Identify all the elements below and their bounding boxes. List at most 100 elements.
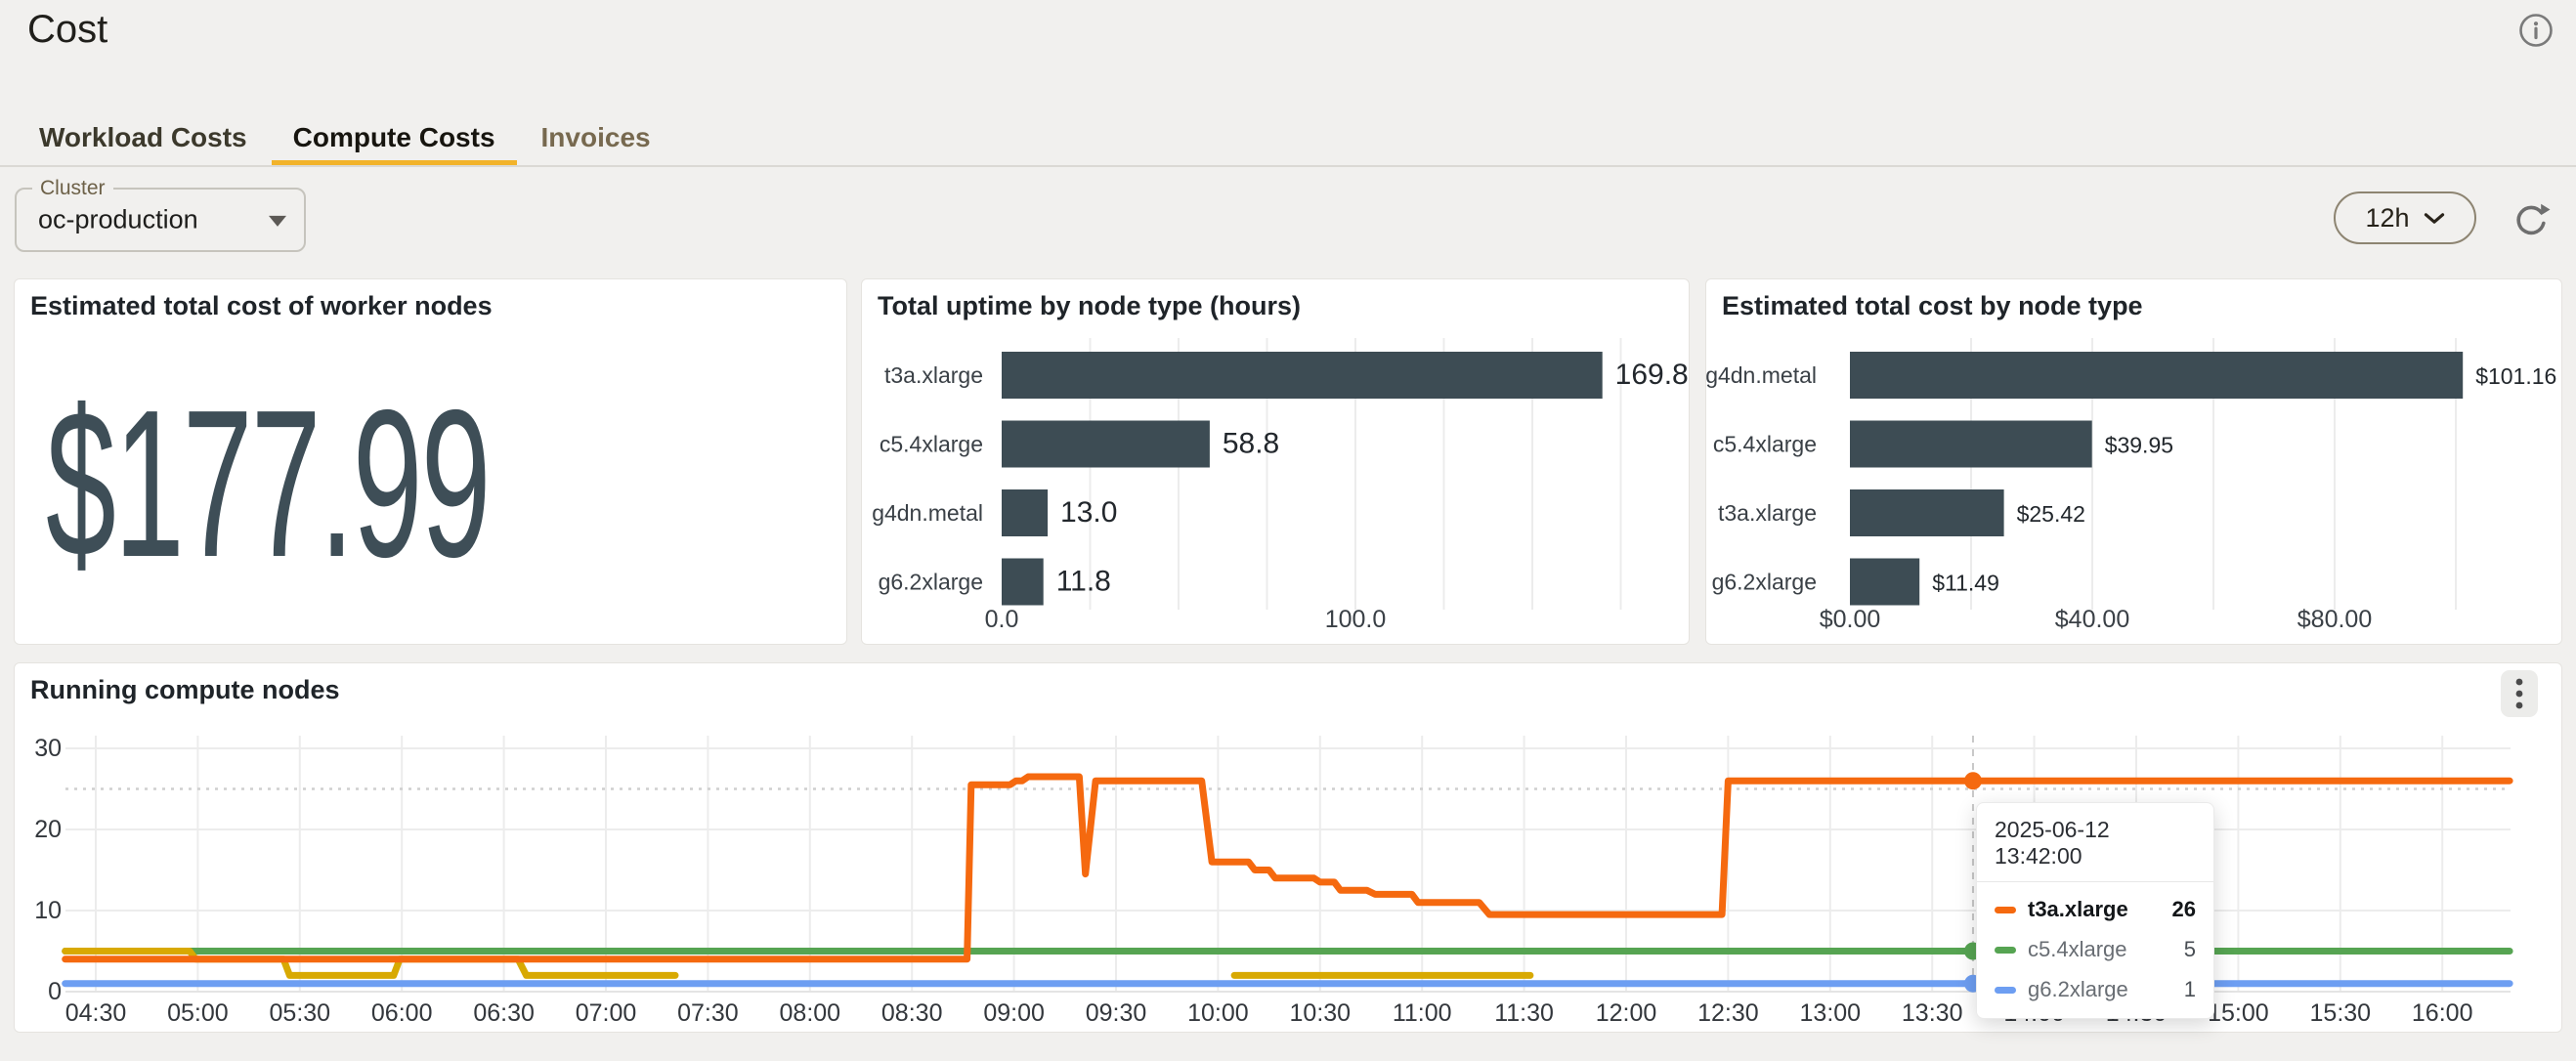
x-axis-tick-label: 16:00 — [2412, 999, 2473, 1027]
x-axis-tick-label: 12:30 — [1697, 999, 1759, 1027]
time-range-button[interactable]: 12h — [2334, 191, 2476, 244]
series-line-g4dn.metal — [62, 948, 679, 979]
y-axis-tick-label: 0 — [48, 978, 62, 1005]
bar-category-label: g4dn.metal — [1706, 362, 1817, 388]
x-axis-tick-label: 09:30 — [1086, 999, 1147, 1027]
refresh-button[interactable] — [2512, 200, 2551, 239]
bar-value-label: $39.95 — [2105, 433, 2173, 458]
tab-compute-costs[interactable]: Compute Costs — [271, 109, 517, 166]
series-line-t3a.xlarge — [62, 773, 2513, 963]
x-axis-tick-label: 12:00 — [1596, 999, 1657, 1027]
x-axis-tick-label: 06:30 — [473, 999, 535, 1027]
x-axis-tick-label: 13:30 — [1902, 999, 1963, 1027]
hover-marker-t3a.xlarge — [1963, 772, 1982, 790]
bar-g6.2xlarge — [1850, 558, 1920, 606]
bar-category-label: t3a.xlarge — [884, 362, 983, 388]
bar-value-label: 13.0 — [1060, 496, 1117, 529]
y-axis-tick-label: 20 — [34, 816, 62, 843]
tooltip-divider — [1977, 881, 2213, 882]
tooltip-row-c5.4xlarge: c5.4xlarge 5 — [1995, 937, 2196, 962]
panel-cost-title: Estimated total cost by node type — [1722, 291, 2143, 320]
x-axis-tick-label: 15:30 — [2310, 999, 2372, 1027]
bar-value-label: 58.8 — [1223, 428, 1279, 460]
bar-category-label: t3a.xlarge — [1718, 500, 1817, 526]
page-title: Cost — [27, 8, 108, 51]
x-axis-tick-label: 04:30 — [65, 999, 127, 1027]
tooltip-series-value: 5 — [2183, 937, 2196, 961]
info-icon — [2519, 14, 2553, 47]
axis-tick-label: 0.0 — [985, 606, 1019, 633]
axis-tick-label: $80.00 — [2297, 606, 2372, 633]
panel-uptime-bar-chart: Total uptime by node type (hours) t3a.xl… — [861, 278, 1690, 645]
y-axis-tick-label: 10 — [34, 897, 62, 924]
x-axis-tick-label: 08:30 — [881, 999, 943, 1027]
bar-value-label: 11.8 — [1056, 566, 1111, 598]
chevron-down-icon — [2424, 212, 2444, 224]
time-range-label: 12h — [2365, 202, 2410, 233]
tooltip-rows: t3a.xlarge 26 c5.4xlarge 5 g6.2xlarge 1 — [1995, 897, 2196, 1002]
panel-stat: Estimated total cost of worker nodes $17… — [14, 278, 847, 645]
x-axis-tick-label: 05:00 — [167, 999, 229, 1027]
cluster-select-value: oc-production — [38, 204, 198, 234]
series-color-marker — [1995, 986, 2016, 994]
cluster-select-label: Cluster — [32, 177, 113, 200]
tooltip-row-g6.2xlarge: g6.2xlarge 1 — [1995, 977, 2196, 1002]
refresh-icon — [2516, 203, 2551, 235]
panel-menu-button[interactable] — [2501, 670, 2538, 717]
tabs-divider — [0, 165, 2576, 167]
panel-uptime-title: Total uptime by node type (hours) — [878, 291, 1302, 320]
bar-t3a.xlarge — [1850, 489, 2004, 536]
x-axis-tick-label: 05:30 — [270, 999, 331, 1027]
axis-tick-label: 100.0 — [1325, 606, 1387, 633]
cluster-select[interactable]: Cluster oc-production — [15, 177, 306, 252]
panel-cost-bar-chart: Estimated total cost by node type g4dn.m… — [1705, 278, 2562, 645]
bar-g6.2xlarge — [1002, 558, 1044, 606]
panel-running-title: Running compute nodes — [30, 675, 340, 704]
x-axis-tick-label: 10:30 — [1290, 999, 1352, 1027]
x-axis-tick-label: 11:30 — [1494, 999, 1554, 1027]
dropdown-caret-icon — [269, 215, 286, 227]
bar-value-label: 169.8 — [1615, 359, 1689, 391]
axis-tick-label: $40.00 — [2055, 606, 2129, 633]
panel-stat-title: Estimated total cost of worker nodes — [30, 291, 493, 320]
bar-value-label: $11.49 — [1932, 571, 1999, 596]
cost-bar-chart: g4dn.metal $101.16 c5.4xlarge $39.95 t3a.xla… — [1706, 338, 2556, 633]
kebab-menu-icon — [2515, 678, 2523, 709]
bar-value-label: $25.42 — [2017, 501, 2085, 527]
x-axis-tick-label: 06:00 — [371, 999, 433, 1027]
stat-value: $177.99 — [46, 365, 492, 601]
series-color-marker — [1995, 946, 2016, 954]
bar-category-label: g6.2xlarge — [879, 570, 983, 595]
x-axis-tick-label: 07:30 — [677, 999, 739, 1027]
info-button[interactable] — [2517, 12, 2555, 49]
tooltip-series-name: g6.2xlarge — [2028, 977, 2128, 1001]
tab-invoices[interactable]: Invoices — [540, 121, 651, 152]
x-axis-tick-label: 15:00 — [2208, 999, 2269, 1027]
x-axis-tick-label: 13:00 — [1800, 999, 1862, 1027]
tab-workload-costs[interactable]: Workload Costs — [39, 121, 247, 152]
series-color-marker — [1995, 906, 2016, 913]
bar-c5.4xlarge — [1002, 420, 1210, 468]
uptime-bar-chart: t3a.xlarge 169.8 c5.4xlarge 58.8 g4dn.metal 1… — [872, 338, 1689, 633]
x-axis-tick-label: 11:00 — [1393, 999, 1452, 1027]
y-axis-tick-label: 30 — [34, 735, 62, 762]
bar-value-label: $101.16 — [2475, 363, 2556, 389]
bar-category-label: c5.4xlarge — [880, 432, 983, 457]
bar-g4dn.metal — [1002, 489, 1049, 536]
bar-category-label: g6.2xlarge — [1712, 570, 1817, 595]
x-axis-tick-label: 09:00 — [983, 999, 1045, 1027]
tabs: Workload Costs Compute Costs Invoices — [18, 109, 672, 166]
bar-category-label: g4dn.metal — [872, 500, 983, 526]
tooltip-row-t3a.xlarge: t3a.xlarge 26 — [1995, 897, 2196, 922]
x-axis-tick-label: 08:00 — [780, 999, 841, 1027]
x-axis-tick-label: 10:00 — [1187, 999, 1249, 1027]
chart-tooltip: 2025-06-12 13:42:00 t3a.xlarge 26 c5.4xlar… — [1976, 802, 2214, 1019]
panel-running-line-chart: Running compute nodes 04:30 05:00 05:30 06:… — [14, 662, 2562, 1033]
bar-g4dn.metal — [1850, 352, 2464, 399]
tooltip-timestamp: 2025-06-12 13:42:00 — [1995, 817, 2110, 869]
tooltip-series-value: 1 — [2183, 977, 2196, 1001]
tooltip-series-value: 26 — [2171, 897, 2196, 921]
x-axis-tick-label: 07:00 — [576, 999, 637, 1027]
bar-category-label: c5.4xlarge — [1713, 432, 1817, 457]
tooltip-series-name: t3a.xlarge — [2028, 897, 2128, 921]
